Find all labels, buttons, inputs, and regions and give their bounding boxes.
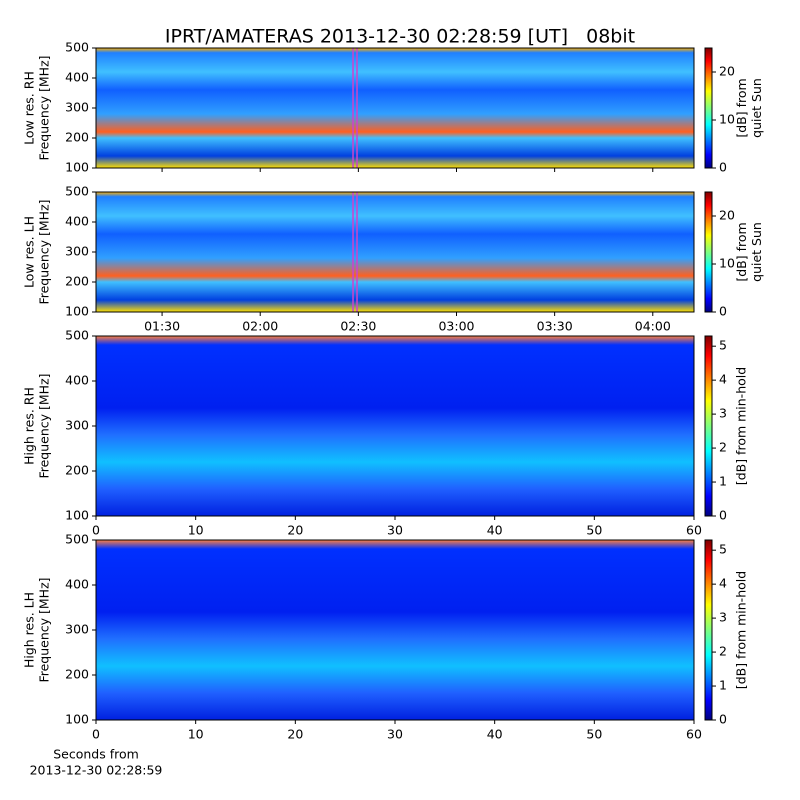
y-axis-label: Low res. LH bbox=[22, 216, 37, 288]
colorbar-tick-label: 5 bbox=[719, 542, 727, 557]
x-tick-label: 01:30 bbox=[144, 319, 180, 334]
colorbar-tick-label: 1 bbox=[719, 678, 727, 693]
x-tick-label: 02:30 bbox=[340, 319, 376, 334]
y-tick-label: 200 bbox=[65, 130, 89, 145]
spectrogram-image bbox=[96, 336, 694, 516]
colorbar-tick-label: 4 bbox=[719, 372, 727, 387]
y-tick-label: 200 bbox=[65, 463, 89, 478]
colorbar-tick-label: 2 bbox=[719, 644, 727, 659]
x-tick-label: 20 bbox=[287, 523, 303, 538]
x-tick-label: 60 bbox=[686, 727, 702, 742]
colorbar-label: [dB] from min-hold bbox=[734, 367, 749, 485]
colorbar-label: [dB] from bbox=[734, 222, 749, 281]
y-tick-label: 100 bbox=[65, 304, 89, 319]
colorbar-label: quiet Sun bbox=[749, 222, 764, 282]
x-tick-label: 0 bbox=[92, 727, 100, 742]
x-tick-label: 03:30 bbox=[537, 319, 573, 334]
y-tick-label: 300 bbox=[65, 244, 89, 259]
colorbar-label: [dB] from min-hold bbox=[734, 571, 749, 689]
chart-title: IPRT/AMATERAS 2013-12-30 02:28:59 [UT] 0… bbox=[165, 26, 635, 48]
spectrogram-image bbox=[96, 192, 694, 312]
x-tick-label: 60 bbox=[686, 523, 702, 538]
y-tick-label: 300 bbox=[65, 418, 89, 433]
y-tick-label: 400 bbox=[65, 577, 89, 592]
y-tick-label: 500 bbox=[65, 40, 89, 55]
x-tick-label: 40 bbox=[487, 523, 503, 538]
y-tick-label: 200 bbox=[65, 667, 89, 682]
y-tick-label: 100 bbox=[65, 508, 89, 523]
y-axis-label: High res. LH bbox=[22, 592, 37, 668]
colorbar bbox=[704, 47, 713, 169]
x-axis-label: Seconds from bbox=[53, 747, 139, 762]
y-axis-label: Frequency [MHz] bbox=[37, 55, 52, 160]
colorbar-tick-label: 3 bbox=[719, 406, 727, 421]
colorbar-tick-label: 0 bbox=[719, 160, 727, 175]
colorbar-tick-label: 0 bbox=[719, 304, 727, 319]
colorbar-tick-label: 2 bbox=[719, 440, 727, 455]
y-tick-label: 100 bbox=[65, 160, 89, 175]
y-tick-label: 500 bbox=[65, 184, 89, 199]
x-tick-label: 0 bbox=[92, 523, 100, 538]
x-tick-label: 20 bbox=[287, 727, 303, 742]
y-axis-label: Frequency [MHz] bbox=[37, 373, 52, 478]
y-tick-label: 500 bbox=[65, 532, 89, 547]
colorbar bbox=[704, 539, 713, 721]
x-tick-label: 03:00 bbox=[438, 319, 474, 334]
y-axis-label: Low res. RH bbox=[22, 71, 37, 145]
colorbar-label: quiet Sun bbox=[749, 78, 764, 138]
x-tick-label: 10 bbox=[188, 727, 204, 742]
y-axis-label: Frequency [MHz] bbox=[37, 199, 52, 304]
spectrogram-image bbox=[96, 48, 694, 168]
x-tick-label: 02:00 bbox=[242, 319, 278, 334]
colorbar-tick-label: 0 bbox=[719, 508, 727, 523]
x-tick-label: 50 bbox=[586, 727, 602, 742]
colorbar-tick-label: 3 bbox=[719, 610, 727, 625]
colorbar-label: [dB] from bbox=[734, 78, 749, 137]
x-tick-label: 40 bbox=[487, 727, 503, 742]
colorbar-tick-label: 5 bbox=[719, 338, 727, 353]
x-tick-label: 04:00 bbox=[635, 319, 671, 334]
colorbar-tick-label: 0 bbox=[719, 712, 727, 727]
colorbar bbox=[704, 335, 713, 517]
colorbar-tick-label: 20 bbox=[719, 64, 735, 79]
colorbar-tick-label: 10 bbox=[719, 256, 735, 271]
colorbar-tick-label: 4 bbox=[719, 576, 727, 591]
y-tick-label: 100 bbox=[65, 712, 89, 727]
spectrogram-image bbox=[96, 540, 694, 720]
x-tick-label: 30 bbox=[387, 523, 403, 538]
colorbar bbox=[704, 191, 713, 313]
y-tick-label: 400 bbox=[65, 70, 89, 85]
y-tick-label: 300 bbox=[65, 622, 89, 637]
y-tick-label: 500 bbox=[65, 328, 89, 343]
y-tick-label: 400 bbox=[65, 373, 89, 388]
y-tick-label: 300 bbox=[65, 100, 89, 115]
x-tick-label: 50 bbox=[586, 523, 602, 538]
x-axis-label: 2013-12-30 02:28:59 bbox=[30, 763, 163, 778]
x-tick-label: 10 bbox=[188, 523, 204, 538]
y-axis-label: Frequency [MHz] bbox=[37, 577, 52, 682]
y-tick-label: 200 bbox=[65, 274, 89, 289]
y-axis-label: High res. RH bbox=[22, 387, 37, 465]
y-tick-label: 400 bbox=[65, 214, 89, 229]
colorbar-tick-label: 20 bbox=[719, 208, 735, 223]
colorbar-tick-label: 1 bbox=[719, 474, 727, 489]
x-tick-label: 30 bbox=[387, 727, 403, 742]
colorbar-tick-label: 10 bbox=[719, 112, 735, 127]
